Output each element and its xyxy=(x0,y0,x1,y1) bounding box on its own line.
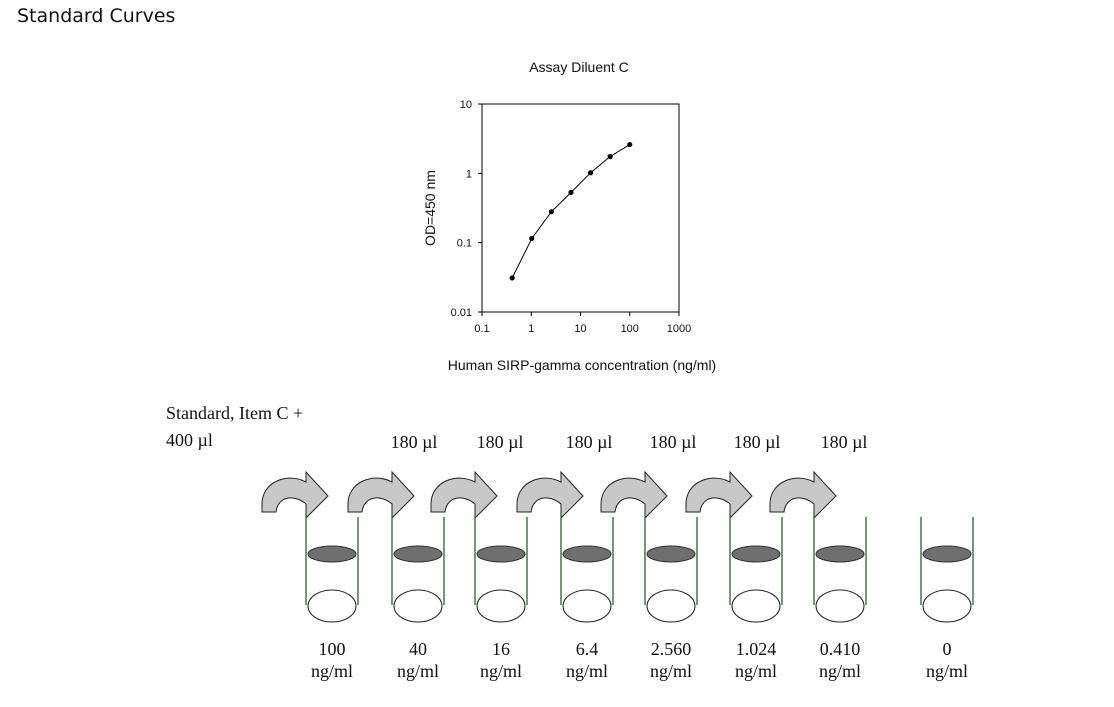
plot-frame xyxy=(481,103,680,313)
page-title: Standard Curves xyxy=(17,5,176,27)
tubes xyxy=(305,517,974,623)
tube-bottom xyxy=(393,589,443,623)
concentration-labels: 100ng/ml40ng/ml16ng/ml6.4ng/ml2.560ng/ml… xyxy=(311,639,968,681)
x-tick-label: 1000 xyxy=(667,323,691,335)
transfer-volume: 180 µl xyxy=(566,432,613,452)
chart-title: Assay Diluent C xyxy=(529,59,629,75)
liquid-surface xyxy=(307,545,357,563)
concentration-value: 100 xyxy=(319,639,346,659)
x-tick-label: 10 xyxy=(574,323,586,335)
tube xyxy=(920,517,974,623)
concentration-unit: ng/ml xyxy=(926,661,968,681)
transfer-arrow xyxy=(685,470,753,520)
x-tick-label: 100 xyxy=(621,323,639,335)
y-tick-label: 0.1 xyxy=(457,238,472,250)
transfer-arrow xyxy=(600,470,668,520)
transfer-volume: 180 µl xyxy=(821,432,868,452)
concentration-value: 16 xyxy=(492,639,510,659)
tube-bottom xyxy=(646,589,696,623)
y-tick-label: 0.01 xyxy=(451,307,472,319)
concentration-unit: ng/ml xyxy=(397,661,439,681)
concentration-unit: ng/ml xyxy=(311,661,353,681)
x-tick-label: 0.1 xyxy=(474,323,489,335)
tube xyxy=(644,517,698,623)
concentration-unit: ng/ml xyxy=(566,661,608,681)
concentration-value: 40 xyxy=(409,639,427,659)
transfer-volumes: 180 µl 180 µl 180 µl 180 µl 180 µl 180 µl xyxy=(391,432,868,452)
tube xyxy=(729,517,783,623)
data-point xyxy=(548,209,554,215)
x-axis: 0.1 1 10 100 1000 xyxy=(474,312,691,335)
y-axis-label: OD=450 nm xyxy=(422,170,438,246)
data-point xyxy=(587,170,594,176)
tube-bottom xyxy=(562,589,612,623)
concentration-value: 0.410 xyxy=(820,639,861,659)
tube-bottom xyxy=(922,589,972,623)
tube-bottom xyxy=(307,589,357,623)
data-point xyxy=(509,275,515,281)
liquid-surface xyxy=(476,545,526,563)
transfer-arrow xyxy=(516,470,584,520)
x-tick-label: 1 xyxy=(528,323,534,335)
liquid-surface xyxy=(562,545,612,563)
x-axis-label: Human SIRP-gamma concentration (ng/ml) xyxy=(448,357,716,373)
data-point xyxy=(568,189,574,196)
liquid-surface xyxy=(646,545,696,563)
serial-dilution-diagram: Standard, Item C + 400 µl 180 µl 180 µl 18… xyxy=(166,403,974,681)
data-point xyxy=(607,153,613,160)
transfer-arrow xyxy=(769,470,837,520)
tube xyxy=(560,517,614,623)
y-axis: 0.01 0.1 1 10 xyxy=(451,99,482,319)
tube xyxy=(305,517,359,623)
liquid-surface xyxy=(922,545,972,563)
transfer-volume: 180 µl xyxy=(391,432,438,452)
y-tick-label: 10 xyxy=(460,99,472,111)
y-tick-label: 1 xyxy=(466,168,472,180)
data-point xyxy=(529,235,535,242)
concentration-unit: ng/ml xyxy=(650,661,692,681)
stock-label-line1: Standard, Item C + xyxy=(166,403,303,423)
tube-bottom xyxy=(476,589,526,623)
transfer-arrows xyxy=(261,470,837,520)
tube xyxy=(813,517,867,623)
tube-bottom xyxy=(731,589,781,623)
tube xyxy=(391,517,445,623)
series-line xyxy=(511,144,631,279)
stock-label-line2: 400 µl xyxy=(166,430,213,450)
transfer-volume: 180 µl xyxy=(734,432,781,452)
liquid-surface xyxy=(815,545,865,563)
concentration-value: 2.560 xyxy=(651,639,692,659)
concentration-value: 0 xyxy=(943,639,952,659)
transfer-arrow xyxy=(347,470,415,520)
tube-bottom xyxy=(815,589,865,623)
series-points xyxy=(509,141,633,281)
concentration-value: 1.024 xyxy=(736,639,777,659)
data-point xyxy=(627,141,633,148)
concentration-unit: ng/ml xyxy=(819,661,861,681)
concentration-value: 6.4 xyxy=(576,639,599,659)
liquid-surface xyxy=(393,545,443,563)
tube xyxy=(474,517,528,623)
transfer-volume: 180 µl xyxy=(650,432,697,452)
transfer-arrow xyxy=(261,470,329,520)
transfer-arrow xyxy=(430,470,498,520)
concentration-unit: ng/ml xyxy=(735,661,777,681)
transfer-volume: 180 µl xyxy=(477,432,524,452)
liquid-surface xyxy=(731,545,781,563)
concentration-unit: ng/ml xyxy=(480,661,522,681)
